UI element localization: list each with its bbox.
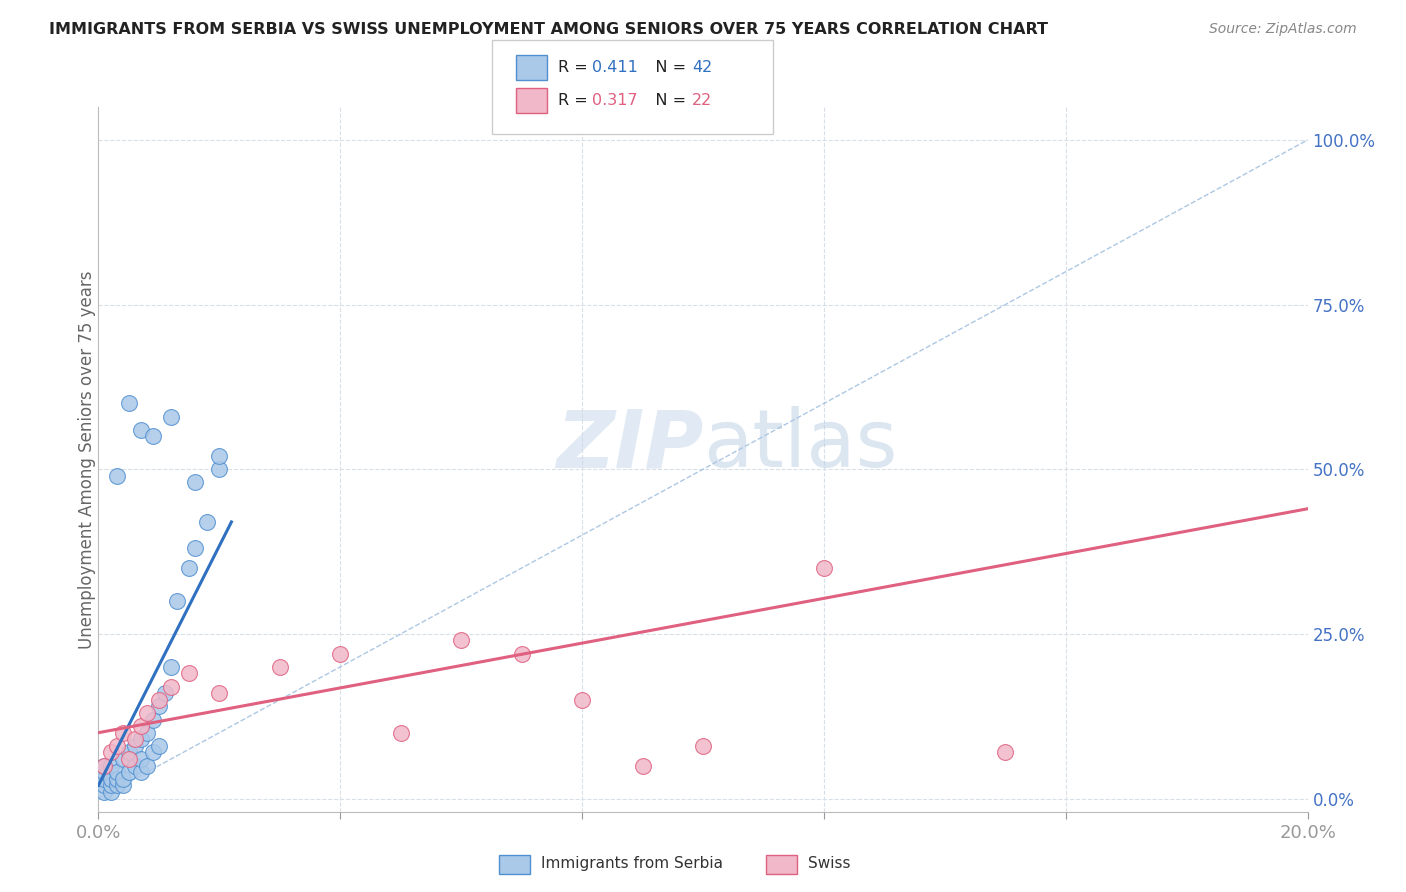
- Text: ZIP: ZIP: [555, 406, 703, 484]
- Point: [142, 429, 165, 443]
- Point: [118, 396, 141, 410]
- Point: [129, 719, 152, 733]
- Text: 22: 22: [692, 94, 711, 108]
- Y-axis label: Unemployment Among Seniors over 75 years: Unemployment Among Seniors over 75 years: [79, 270, 96, 648]
- Point: [184, 475, 207, 490]
- Point: [160, 409, 183, 424]
- Text: Swiss: Swiss: [808, 856, 851, 871]
- Point: [105, 739, 128, 753]
- Text: 42: 42: [692, 61, 711, 75]
- Point: [195, 515, 218, 529]
- Point: [571, 692, 593, 706]
- Point: [148, 692, 170, 706]
- Point: [105, 765, 128, 780]
- Point: [389, 725, 412, 739]
- Point: [450, 633, 472, 648]
- Point: [160, 660, 183, 674]
- Point: [179, 561, 201, 575]
- Point: [166, 594, 188, 608]
- Point: [124, 732, 146, 747]
- Point: [129, 732, 152, 747]
- Text: R =: R =: [558, 61, 593, 75]
- Point: [208, 462, 231, 476]
- Point: [118, 752, 141, 766]
- Text: Immigrants from Serbia: Immigrants from Serbia: [541, 856, 723, 871]
- Point: [100, 746, 122, 760]
- Point: [208, 686, 231, 700]
- Point: [329, 647, 352, 661]
- Point: [510, 647, 533, 661]
- Point: [100, 785, 122, 799]
- Point: [148, 699, 170, 714]
- Point: [93, 758, 115, 772]
- Point: [184, 541, 207, 556]
- Point: [135, 706, 157, 720]
- Point: [135, 725, 157, 739]
- Text: N =: N =: [640, 94, 690, 108]
- Point: [111, 725, 134, 739]
- Point: [124, 739, 146, 753]
- Point: [135, 758, 157, 772]
- Text: IMMIGRANTS FROM SERBIA VS SWISS UNEMPLOYMENT AMONG SENIORS OVER 75 YEARS CORRELA: IMMIGRANTS FROM SERBIA VS SWISS UNEMPLOY…: [49, 22, 1049, 37]
- Point: [93, 785, 115, 799]
- Point: [118, 746, 141, 760]
- Point: [269, 660, 291, 674]
- Point: [142, 713, 165, 727]
- Point: [100, 772, 122, 786]
- Point: [994, 746, 1017, 760]
- Point: [208, 449, 231, 463]
- Point: [813, 561, 835, 575]
- Point: [142, 746, 165, 760]
- Point: [129, 765, 152, 780]
- Point: [105, 772, 128, 786]
- Point: [692, 739, 714, 753]
- Text: atlas: atlas: [703, 406, 897, 484]
- Point: [160, 680, 183, 694]
- Point: [111, 778, 134, 792]
- Text: R =: R =: [558, 94, 593, 108]
- Point: [148, 739, 170, 753]
- Point: [93, 765, 115, 780]
- Point: [105, 778, 128, 792]
- Point: [111, 772, 134, 786]
- Point: [100, 778, 122, 792]
- Text: Source: ZipAtlas.com: Source: ZipAtlas.com: [1209, 22, 1357, 37]
- Point: [93, 778, 115, 792]
- Text: N =: N =: [640, 61, 690, 75]
- Text: 0.411: 0.411: [592, 61, 638, 75]
- Point: [153, 686, 176, 700]
- Point: [631, 758, 654, 772]
- Point: [111, 752, 134, 766]
- Point: [124, 758, 146, 772]
- Point: [105, 468, 128, 483]
- Point: [129, 752, 152, 766]
- Point: [129, 423, 152, 437]
- Point: [118, 765, 141, 780]
- Point: [93, 758, 115, 772]
- Text: 0.317: 0.317: [592, 94, 637, 108]
- Point: [179, 666, 201, 681]
- Point: [93, 772, 115, 786]
- Point: [100, 758, 122, 772]
